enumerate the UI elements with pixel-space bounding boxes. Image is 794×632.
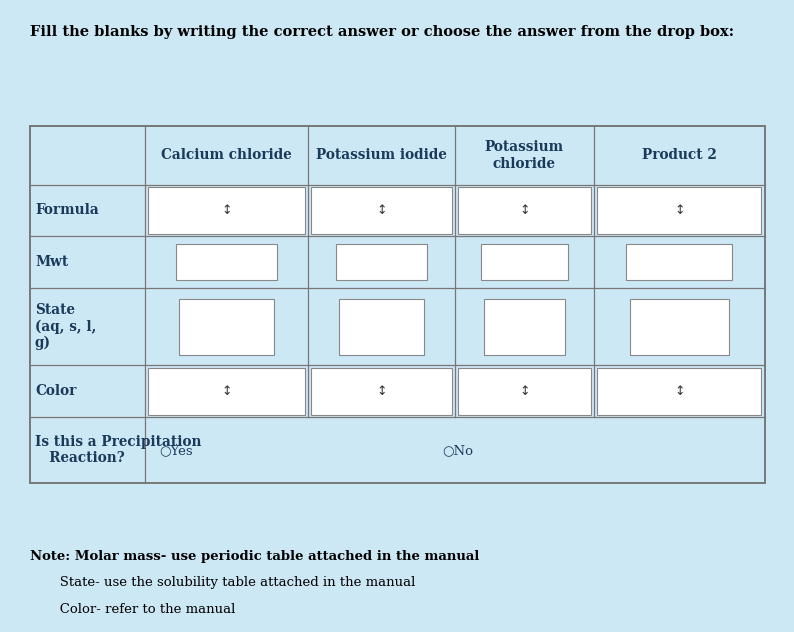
Text: Formula: Formula <box>35 204 98 217</box>
Text: Note: Molar mass- use periodic table attached in the manual: Note: Molar mass- use periodic table att… <box>30 550 480 563</box>
Text: Calcium chloride: Calcium chloride <box>161 149 292 162</box>
FancyBboxPatch shape <box>30 126 765 483</box>
Text: Color: Color <box>35 384 76 398</box>
FancyBboxPatch shape <box>148 187 305 234</box>
Text: ↕: ↕ <box>222 385 232 398</box>
FancyBboxPatch shape <box>339 299 424 355</box>
FancyBboxPatch shape <box>484 299 565 355</box>
Text: Mwt: Mwt <box>35 255 68 269</box>
Text: ↕: ↕ <box>674 385 684 398</box>
FancyBboxPatch shape <box>311 368 452 415</box>
FancyBboxPatch shape <box>336 244 427 281</box>
Text: Is this a Precipitation
   Reaction?: Is this a Precipitation Reaction? <box>35 435 202 465</box>
Text: ↕: ↕ <box>674 204 684 217</box>
Text: ↕: ↕ <box>222 204 232 217</box>
Text: ○Yes: ○Yes <box>160 444 193 457</box>
FancyBboxPatch shape <box>630 299 729 355</box>
Text: ○No: ○No <box>442 444 473 457</box>
Text: ↕: ↕ <box>376 204 387 217</box>
FancyBboxPatch shape <box>458 368 591 415</box>
Text: State
(aq, s, l,
g): State (aq, s, l, g) <box>35 303 96 350</box>
FancyBboxPatch shape <box>458 187 591 234</box>
Text: Color- refer to the manual: Color- refer to the manual <box>30 603 236 616</box>
Text: ↕: ↕ <box>519 204 530 217</box>
FancyBboxPatch shape <box>597 187 761 234</box>
Text: ↕: ↕ <box>376 385 387 398</box>
Text: Fill the blanks by writing the correct answer or choose the answer from the drop: Fill the blanks by writing the correct a… <box>30 25 734 39</box>
FancyBboxPatch shape <box>176 244 277 281</box>
Text: Potassium
chloride: Potassium chloride <box>485 140 564 171</box>
FancyBboxPatch shape <box>481 244 568 281</box>
FancyBboxPatch shape <box>626 244 732 281</box>
FancyBboxPatch shape <box>311 187 452 234</box>
Text: Potassium iodide: Potassium iodide <box>316 149 447 162</box>
FancyBboxPatch shape <box>148 368 305 415</box>
FancyBboxPatch shape <box>597 368 761 415</box>
Text: ↕: ↕ <box>519 385 530 398</box>
Text: Product 2: Product 2 <box>642 149 717 162</box>
FancyBboxPatch shape <box>179 299 274 355</box>
Text: State- use the solubility table attached in the manual: State- use the solubility table attached… <box>30 576 415 590</box>
